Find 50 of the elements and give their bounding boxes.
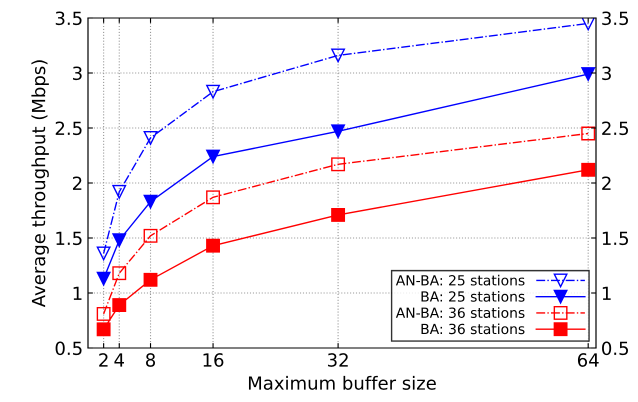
x-tick-label: 4 [114, 353, 124, 367]
y2-tick-label: 1.5 [602, 232, 628, 246]
y-tick-label: 1 [74, 286, 82, 300]
point [96, 272, 111, 286]
point [206, 84, 220, 99]
point [206, 238, 220, 253]
y2-tick-label: 2.5 [602, 121, 628, 136]
legend-label: AN-BA: 25 stations [396, 274, 524, 286]
point [144, 228, 158, 243]
point [206, 190, 220, 204]
y-tick-label: 3 [73, 66, 82, 80]
y-tick-label: 2.5 [56, 121, 82, 136]
legend-label: BA: 25 stations [422, 291, 524, 302]
point [96, 306, 111, 321]
point [581, 18, 596, 30]
point [331, 48, 346, 62]
x-tick-label: 64 [578, 353, 599, 367]
y-tick-label: 0.5 [56, 341, 82, 356]
x-tick-label: 8 [146, 353, 156, 367]
x-tick-label: 16 [204, 353, 224, 367]
y-tick-label: 2 [72, 176, 82, 190]
point [206, 150, 220, 164]
point [96, 322, 111, 336]
point [144, 130, 158, 145]
point [112, 298, 126, 312]
x-axis-title: Maximum buffer size [248, 376, 436, 390]
x-tick-label: 2 [99, 353, 108, 367]
point [112, 266, 126, 280]
y2-tick-label: 1 [602, 286, 611, 300]
y2-tick-label: 3.5 [602, 11, 628, 26]
point [112, 184, 126, 199]
point [144, 194, 158, 209]
legend-label: BA: 36 stations [422, 323, 524, 334]
y2-tick-label: 0.5 [602, 341, 628, 356]
point [581, 162, 596, 177]
y2-tick-label: 2 [602, 176, 611, 190]
point [112, 233, 126, 248]
y2-tick-label: 3 [602, 66, 611, 80]
point [331, 124, 346, 138]
y-tick-label: 3.5 [56, 11, 82, 26]
point [581, 67, 596, 82]
point [144, 272, 158, 287]
y-tick-label: 1.5 [56, 232, 82, 246]
x-tick-label: 32 [328, 353, 348, 367]
point [96, 246, 111, 260]
point [331, 208, 346, 222]
point [581, 126, 596, 140]
y-axis-title: Average throughput (Mbps) [31, 60, 49, 308]
point [331, 157, 346, 172]
legend-label: AN-BA: 36 stations [396, 307, 524, 318]
